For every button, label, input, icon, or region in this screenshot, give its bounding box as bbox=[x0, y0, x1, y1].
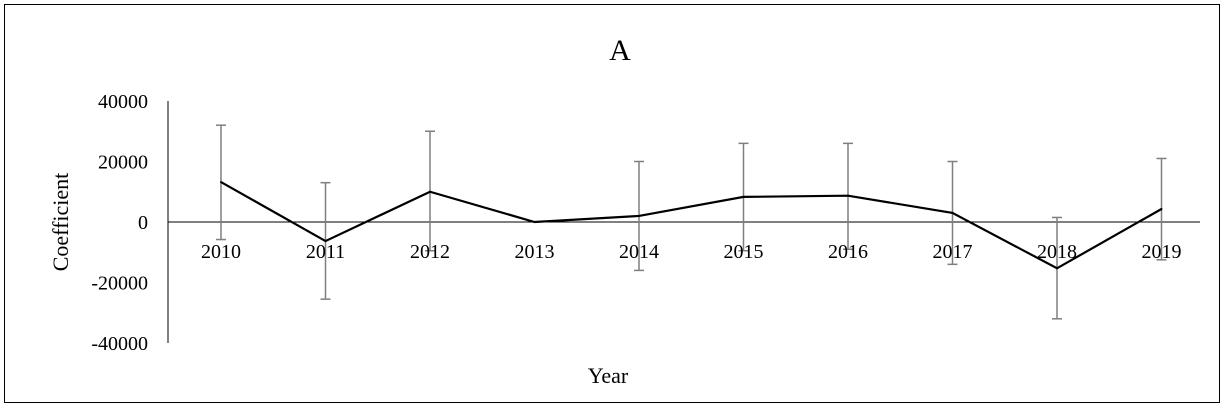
data-point bbox=[951, 211, 954, 214]
y-axis-label: Coefficient bbox=[48, 173, 73, 272]
data-point bbox=[847, 194, 849, 197]
data-point bbox=[533, 221, 536, 223]
data-point bbox=[220, 181, 222, 184]
y-tick-labels: -40000 -20000 0 20000 40000 bbox=[91, 91, 148, 355]
x-tick-label: 2014 bbox=[619, 241, 659, 263]
y-tick-label: -20000 bbox=[91, 273, 148, 295]
x-tick-label: 2013 bbox=[515, 241, 555, 263]
x-tick-labels: 2010 2011 2012 2013 2014 2015 2016 2017 2018 2019 bbox=[201, 241, 1182, 263]
chart-title: A bbox=[609, 34, 631, 67]
y-tick-label: 0 bbox=[138, 212, 148, 234]
data-point bbox=[324, 240, 327, 243]
x-tick-label: 2018 bbox=[1037, 241, 1077, 263]
x-axis-label: Year bbox=[588, 363, 629, 388]
series-line bbox=[220, 181, 1163, 270]
chart-frame bbox=[4, 4, 1220, 403]
x-tick-label: 2016 bbox=[828, 241, 868, 263]
x-tick-label: 2011 bbox=[306, 241, 345, 263]
y-tick-label: 20000 bbox=[98, 152, 148, 174]
x-tick-label: 2010 bbox=[201, 241, 241, 263]
x-tick-label: 2015 bbox=[724, 241, 764, 263]
data-point bbox=[429, 190, 431, 193]
data-point bbox=[1160, 207, 1163, 210]
data-point bbox=[1056, 267, 1058, 270]
y-tick-label: -40000 bbox=[91, 333, 148, 355]
x-tick-label: 2017 bbox=[933, 241, 973, 263]
x-tick-label: 2019 bbox=[1142, 241, 1182, 263]
data-point bbox=[638, 214, 640, 217]
series-group bbox=[220, 181, 1163, 270]
x-tick-label: 2012 bbox=[410, 241, 450, 263]
y-tick-label: 40000 bbox=[98, 91, 148, 113]
data-point bbox=[742, 195, 745, 198]
